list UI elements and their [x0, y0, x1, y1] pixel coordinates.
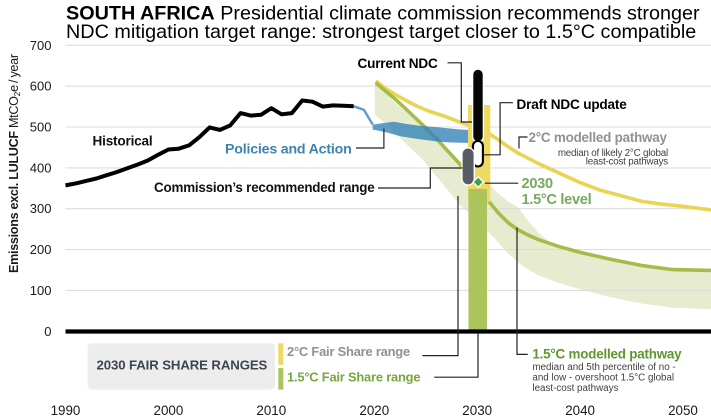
svg-text:Draft NDC update: Draft NDC update [517, 97, 628, 112]
svg-text:2040: 2040 [565, 403, 595, 418]
svg-text:500: 500 [30, 120, 52, 135]
svg-text:2°C Fair Share range: 2°C Fair Share range [287, 344, 410, 359]
svg-text:Policies and Action: Policies and Action [225, 141, 352, 157]
svg-text:1.5°C modelled pathway: 1.5°C modelled pathway [532, 347, 682, 362]
svg-text:2020: 2020 [359, 403, 389, 418]
svg-text:600: 600 [30, 79, 52, 94]
svg-text:median of likely 2°C global: median of likely 2°C global [558, 148, 668, 159]
svg-text:400: 400 [30, 160, 52, 175]
svg-text:SOUTH AFRICA Presidential clim: SOUTH AFRICA Presidential climate commis… [66, 3, 700, 25]
svg-text:Commission’s recommended range: Commission’s recommended range [154, 180, 374, 195]
svg-text:2°C modelled pathway: 2°C modelled pathway [529, 130, 668, 145]
svg-text:2000: 2000 [154, 403, 184, 418]
svg-text:and low - overshoot 1.5°C glob: and low - overshoot 1.5°C global [532, 373, 674, 384]
svg-text:2050: 2050 [668, 403, 698, 418]
svg-text:1990: 1990 [51, 403, 81, 418]
svg-text:2030: 2030 [462, 403, 492, 418]
svg-text:200: 200 [30, 242, 52, 257]
svg-text:1.5°C Fair Share range: 1.5°C Fair Share range [287, 369, 420, 384]
svg-text:Current NDC: Current NDC [358, 56, 439, 71]
svg-text:700: 700 [30, 38, 52, 53]
svg-text:100: 100 [30, 283, 52, 298]
svg-text:Historical: Historical [93, 134, 153, 149]
svg-text:2010: 2010 [256, 403, 286, 418]
svg-text:0: 0 [44, 324, 51, 339]
svg-text:1.5°C level: 1.5°C level [522, 192, 592, 208]
svg-text:300: 300 [30, 201, 52, 216]
svg-text:Emissions excl. LULUCF MtCO2e: Emissions excl. LULUCF MtCO2e / year [7, 54, 22, 273]
svg-text:least-cost pathways: least-cost pathways [586, 157, 669, 168]
svg-text:2030: 2030 [522, 176, 553, 192]
svg-text:NDC mitigation target range: s: NDC mitigation target range: strongest t… [66, 21, 696, 43]
svg-text:median and 5th percentile of n: median and 5th percentile of no - [532, 362, 675, 373]
svg-text:least-cost pathways: least-cost pathways [532, 383, 618, 394]
svg-text:2030 FAIR SHARE RANGES: 2030 FAIR SHARE RANGES [97, 357, 268, 372]
